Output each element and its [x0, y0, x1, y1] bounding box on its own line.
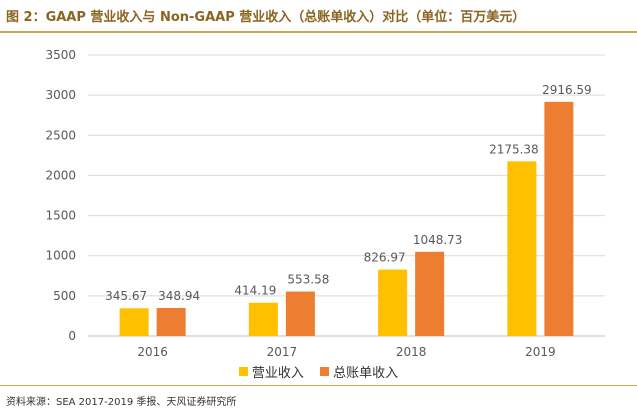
y-tick-label: 3000 — [45, 88, 76, 102]
bar — [248, 302, 278, 336]
chart-legend: 营业收入 总账单收入 — [0, 362, 637, 381]
y-tick-label: 1500 — [45, 209, 76, 223]
data-label: 1048.73 — [413, 233, 463, 247]
y-tick-label: 2000 — [45, 168, 76, 182]
bar — [507, 161, 537, 336]
legend-item-series1: 营业收入 — [238, 362, 304, 381]
bar — [285, 291, 315, 336]
bar — [415, 251, 445, 336]
y-tick-label: 2500 — [45, 128, 76, 142]
data-label: 553.58 — [287, 273, 329, 287]
y-tick-label: 0 — [68, 329, 76, 343]
data-label: 414.19 — [234, 284, 276, 298]
x-tick-label: 2016 — [137, 345, 168, 359]
legend-label-series2: 总账单收入 — [333, 366, 399, 381]
legend-label-series1: 营业收入 — [251, 366, 304, 381]
bar — [544, 101, 574, 337]
legend-item-series2: 总账单收入 — [320, 362, 398, 381]
y-tick-label: 3500 — [45, 48, 76, 62]
legend-swatch-series2 — [320, 367, 330, 376]
data-label: 2175.38 — [489, 142, 539, 156]
x-tick-label: 2018 — [396, 345, 427, 359]
y-tick-label: 1000 — [45, 249, 76, 263]
x-tick-label: 2019 — [525, 345, 556, 359]
source-divider — [0, 385, 637, 386]
y-tick-label: 500 — [53, 289, 76, 303]
bar — [156, 307, 186, 336]
data-label: 2916.59 — [542, 83, 592, 97]
bar — [119, 308, 149, 336]
data-label: 345.67 — [105, 289, 147, 303]
source-note: 资料来源：SEA 2017-2019 季报、天风证券研究所 — [6, 397, 237, 408]
x-tick-label: 2017 — [267, 345, 298, 359]
legend-swatch-series1 — [238, 367, 248, 376]
bar — [378, 269, 408, 336]
title-divider — [0, 31, 637, 33]
data-label: 348.94 — [158, 289, 200, 303]
data-label: 826.97 — [364, 251, 406, 265]
chart-title: 图 2：GAAP 营业收入与 Non-GAAP 营业收入（总账单收入）对比（单位… — [6, 10, 526, 25]
